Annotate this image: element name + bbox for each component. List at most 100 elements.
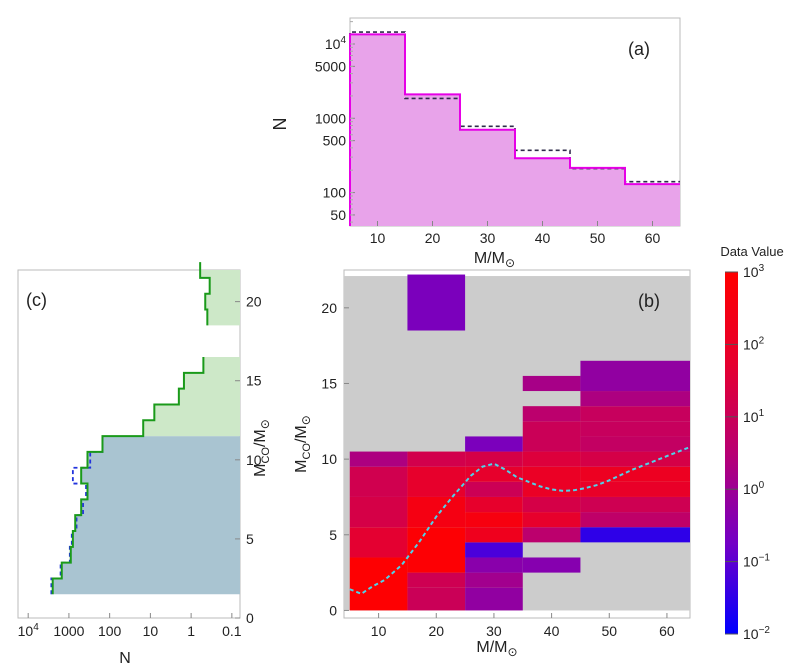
heatmap-cell-4 [349,451,408,467]
heatmap-cell-2 [349,496,408,528]
b-ytick-label-0: 0 [329,602,337,618]
panel-c-ylabel-sub: CO [260,447,272,464]
a-ytick-label-10k: 104 [325,35,347,52]
heatmap-cell-24 [522,527,581,543]
c-ytick-label-0: 0 [246,610,254,626]
heatmap-cell-27 [522,466,581,497]
a-ytick-10k-base: 10 [325,36,341,52]
a-xtick-label-0: 10 [370,230,386,246]
bar-solid-3 [515,158,570,226]
cb-tick-base-3: 10 [743,481,759,497]
panel-c-xlabel: N [119,650,131,667]
heatmap-cell-35 [580,481,690,497]
c-xtick-label-2: 10 [143,623,159,639]
panel-b-xlabel-main: M/M [476,639,507,656]
a-ytick-label-3: 1000 [315,110,346,126]
heatmap-cell-41 [580,391,690,407]
heatmap-cell-11 [407,274,466,331]
fill-low-range [52,436,240,595]
heatmap-cell-40 [580,406,690,422]
panel-c-ylabel-sym: ⊙ [258,419,272,429]
panel-c-ylabel: MCO/M⊙ [252,419,272,477]
cb-tick-base-0: 10 [743,264,759,280]
bar-solid-5 [625,184,680,226]
a-xtick-label-2: 30 [480,230,496,246]
heatmap-cell-42 [580,360,690,392]
heatmap-cell-16 [465,527,523,543]
panel-a-xlabel-sym: ⊙ [505,256,515,270]
series-solid-step [51,262,211,595]
a-xtick-label-1: 20 [425,230,441,246]
panel-c-ylabel-main: M [252,464,269,477]
b-xtick-label-2: 30 [486,623,502,639]
heatmap-cell-26 [522,496,581,513]
heatmap-cell-1 [349,527,408,558]
c-xtick-label-4: 0.1 [222,623,242,639]
heatmap-cell-5 [407,587,466,611]
heatmap-cell-8 [407,496,466,528]
panel-b-cells [344,274,690,611]
b-ytick-label-1: 5 [329,527,337,543]
heatmap-cell-13 [465,572,523,588]
c-ytick-label-4: 20 [246,294,262,310]
b-xtick-label-3: 40 [544,623,560,639]
heatmap-cell-32 [580,527,690,543]
c-xtick-10k-base: 10 [18,623,34,639]
mean-mco-curve [349,446,691,595]
b-ytick-label-4: 20 [321,300,337,316]
cb-tick-label-1: 102 [743,335,765,352]
cb-tick-exp-4: −1 [759,553,771,564]
panel-a-ylabel: N [270,118,290,131]
heatmap-cell-19 [465,481,523,497]
heatmap-cell-10 [407,451,466,467]
fill-high-range [143,357,240,437]
cb-tick-base-5: 10 [743,626,759,642]
heatmap-cell-6 [407,572,466,588]
heatmap-cell-0 [349,557,408,611]
panel-c-label: (c) [26,290,47,310]
c-ytick-label-2: 10 [246,452,262,468]
panel-c-ylabel-mid: /M [252,429,269,447]
panel-b-xlabel: M/M⊙ [476,639,517,659]
panel-a-xlabel-main: M/M [474,250,505,267]
bar-solid-1 [405,94,460,226]
heatmap-cell-17 [465,512,523,528]
cb-tick-base-1: 10 [743,336,759,352]
c-xtick-label-3: 1 [187,623,195,639]
cb-tick-exp-5: −2 [759,625,771,636]
panel-c-fills [52,270,240,595]
heatmap-cell-18 [465,496,523,513]
colorbar-bar [725,272,738,634]
cb-tick-exp-1: 2 [759,335,765,346]
panel-b-axes: 10 20 30 40 50 60 0 5 10 15 20 [321,300,675,639]
heatmap-cell-29 [522,421,581,452]
cb-tick-label-3: 100 [743,480,765,497]
heatmap-cell-36 [580,466,690,482]
bar-solid-0 [350,34,405,227]
panel-c-lines [50,262,211,595]
cb-tick-base-4: 10 [743,554,759,570]
cb-tick-exp-3: 0 [759,480,765,491]
heatmap-cell-15 [465,542,523,558]
a-ytick-10k-exp: 4 [340,35,346,46]
cb-tick-base-2: 10 [743,409,759,425]
heatmap-cell-7 [407,527,466,573]
panel-b-label: (b) [638,291,660,311]
heatmap-cell-30 [522,406,581,422]
b-ytick-label-3: 15 [321,375,337,391]
b-xtick-label-4: 50 [601,623,617,639]
panel-b-curve-group [349,446,691,595]
c-xtick-label-1: 100 [98,623,122,639]
c-ytick-label-1: 5 [246,531,254,547]
heatmap-cell-39 [580,421,690,437]
heatmap-cell-14 [465,557,523,573]
heatmap-cell-37 [580,451,690,467]
c-ytick-label-3: 15 [246,373,262,389]
